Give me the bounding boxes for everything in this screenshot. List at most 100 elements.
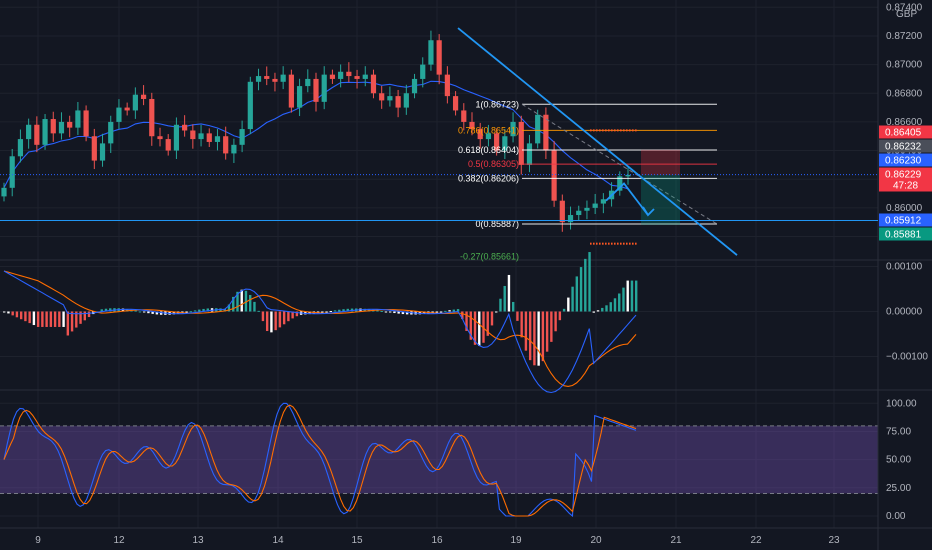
dotted-marker bbox=[593, 242, 595, 245]
macd-histogram-bar bbox=[422, 311, 426, 314]
macd-histogram-bar bbox=[189, 311, 193, 313]
candle-body bbox=[600, 199, 606, 204]
candle-body bbox=[436, 40, 442, 75]
macd-histogram-bar bbox=[622, 287, 625, 312]
time-tick-label: 15 bbox=[351, 535, 363, 546]
price-badge-label: 0.85881 bbox=[885, 230, 922, 241]
candle-body bbox=[370, 74, 377, 94]
macd-histogram-bar bbox=[36, 311, 40, 327]
price-tick-label: 0.86000 bbox=[886, 203, 923, 214]
price-badge bbox=[879, 167, 932, 192]
trendline-layer[interactable] bbox=[457, 27, 738, 256]
macd-histogram-bar bbox=[605, 305, 608, 312]
macd-histogram-bar bbox=[15, 311, 19, 318]
macd-histogram-bar bbox=[227, 304, 231, 312]
stochastic-tick-label: 0.00 bbox=[886, 511, 906, 522]
price-badge-label: 0.86405 bbox=[885, 128, 922, 139]
price-tick-label: 0.87200 bbox=[886, 31, 923, 42]
macd-histogram-bar bbox=[444, 310, 447, 312]
dotted-marker bbox=[596, 129, 598, 132]
macd-signal-line bbox=[3, 270, 637, 387]
candle-body bbox=[239, 129, 245, 145]
candle-body bbox=[1, 187, 7, 197]
macd-histogram-bar bbox=[278, 311, 282, 328]
price-badge-label: 0.86232 bbox=[885, 142, 922, 153]
candle-body bbox=[190, 130, 196, 140]
macd-histogram-bar bbox=[104, 308, 108, 312]
candle-body bbox=[535, 114, 541, 144]
candle-body bbox=[9, 156, 15, 188]
price-axis[interactable]: 0.87400 0.87200 0.87000 0.86800 0.866000.864… bbox=[879, 2, 932, 522]
dotted-marker bbox=[620, 129, 622, 132]
candle-body bbox=[485, 133, 492, 140]
macd-histogram-bar bbox=[147, 311, 150, 314]
macd-histogram-bar bbox=[282, 311, 286, 325]
price-tick-label: 0.86600 bbox=[886, 117, 923, 128]
macd-histogram-bar bbox=[287, 311, 290, 322]
dotted-marker bbox=[590, 129, 592, 132]
time-tick-label: 20 bbox=[590, 535, 602, 546]
candle-body bbox=[510, 121, 516, 137]
macd-histogram-bar bbox=[253, 301, 256, 312]
macd-histogram-bar bbox=[87, 311, 91, 318]
candle-body bbox=[329, 74, 336, 79]
macd-histogram-bar bbox=[155, 311, 159, 315]
macd-histogram-bar bbox=[244, 290, 248, 312]
price-badge bbox=[879, 213, 932, 227]
macd-histogram-bar bbox=[469, 311, 472, 340]
macd-histogram-bar bbox=[109, 308, 112, 312]
dotted-marker bbox=[632, 129, 634, 132]
fibonacci-retracement[interactable]: 1(0.86723) 0.786(0.86541) 0.618(0.86404) 0.… bbox=[458, 99, 718, 261]
macd-histogram-bar bbox=[524, 311, 528, 351]
macd-histogram-bar bbox=[3, 311, 6, 313]
candle-body bbox=[452, 96, 459, 111]
macd-histogram-bar bbox=[66, 311, 70, 336]
projection-arrow-head bbox=[642, 206, 655, 217]
candle-body bbox=[91, 136, 97, 161]
macd-histogram-bar bbox=[142, 311, 146, 313]
price-badge bbox=[879, 139, 932, 153]
macd-histogram-bar bbox=[134, 310, 137, 312]
macd-tick-label: 0.00000 bbox=[886, 307, 923, 318]
candles-layer bbox=[1, 30, 631, 232]
dotted-marker bbox=[611, 242, 613, 245]
fib-level-label: -0.27(0.85661) bbox=[460, 251, 519, 261]
candle-body bbox=[272, 78, 278, 82]
horizontal-lines[interactable] bbox=[0, 174, 878, 221]
macd-histogram-bar bbox=[507, 274, 511, 312]
macd-histogram-bar bbox=[41, 311, 44, 327]
dotted-marker bbox=[626, 242, 628, 245]
candle-body bbox=[617, 176, 623, 191]
time-tick-label: 19 bbox=[510, 535, 522, 546]
time-tick-label: 14 bbox=[272, 535, 284, 546]
candle-body bbox=[231, 144, 237, 154]
price-badge-label: 0.86230 bbox=[885, 156, 922, 167]
candle-body bbox=[206, 133, 212, 142]
dotted-marker bbox=[626, 129, 628, 132]
macd-histogram-bar bbox=[249, 294, 252, 312]
candle-body bbox=[592, 203, 598, 208]
macd-histogram-bar bbox=[613, 298, 617, 312]
macd-histogram-bar bbox=[626, 280, 629, 312]
candle-body bbox=[305, 78, 311, 87]
macd-histogram-bar bbox=[295, 311, 299, 317]
candle-body bbox=[461, 110, 467, 122]
stochastic-k-line bbox=[3, 402, 637, 518]
candle-body bbox=[477, 129, 483, 140]
dotted-marker bbox=[617, 129, 619, 132]
candle-body bbox=[99, 143, 106, 161]
macd-histogram-bar bbox=[618, 293, 621, 312]
macd-histogram-bar bbox=[592, 311, 595, 313]
candle-body bbox=[395, 96, 401, 108]
time-tick-label: 23 bbox=[828, 535, 840, 546]
short-position-tool[interactable] bbox=[590, 129, 680, 245]
candle-body bbox=[354, 76, 360, 79]
candle-body bbox=[444, 74, 450, 97]
macd-histogram-bar bbox=[28, 311, 31, 324]
candle-body bbox=[75, 110, 81, 128]
macd-histogram-bar bbox=[503, 285, 506, 312]
candle-body bbox=[223, 136, 229, 154]
macd-histogram-bar bbox=[528, 311, 532, 361]
time-axis[interactable]: 9 12 13 14 15 16 19 20 21 22 23 bbox=[35, 535, 840, 546]
